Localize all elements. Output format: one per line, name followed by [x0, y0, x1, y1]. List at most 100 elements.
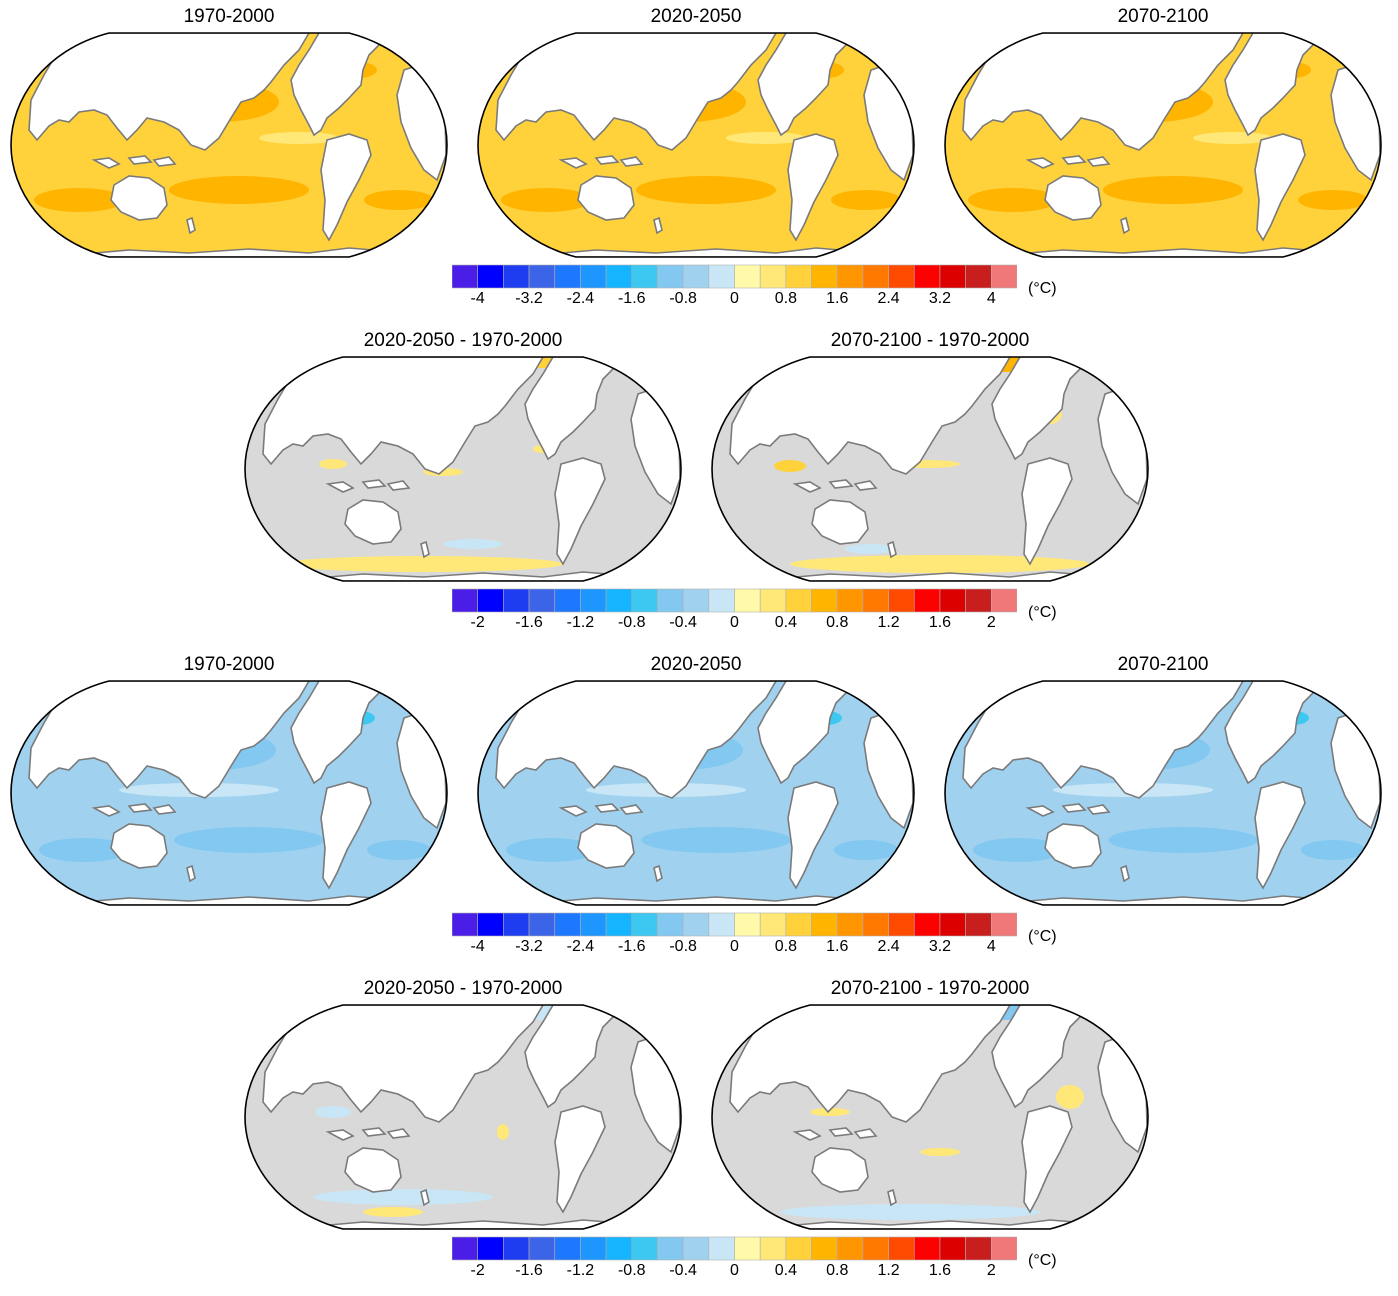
colorbar-swatch: [657, 264, 684, 289]
colorbar-tick-label: -0.4: [669, 614, 697, 631]
colorbar-swatch: [554, 912, 581, 937]
colorbar-swatch: [759, 1236, 787, 1261]
map-border: [944, 32, 1382, 258]
anomaly-patch: [810, 1108, 850, 1116]
colorbar-swatch: [452, 588, 478, 613]
land-mass: [325, 481, 355, 493]
map-border: [477, 680, 915, 906]
colorbar-swatch: [605, 1236, 633, 1261]
colorbar-swatch: [528, 264, 556, 289]
colorbar-swatch: [759, 588, 787, 613]
map-panel: 1970-2000: [9, 6, 449, 258]
colorbar-swatch: [785, 588, 812, 613]
warm-anomaly-region: [501, 188, 591, 212]
colorbar-swatch: [965, 1236, 992, 1261]
land-mass: [828, 1127, 854, 1137]
land-mass: [1120, 216, 1130, 235]
land-mass: [495, 33, 778, 151]
colorbar-swatch: [785, 264, 812, 289]
land-mass: [262, 357, 545, 475]
colorbar-swatch: [888, 912, 915, 937]
warm-anomaly-region: [1298, 190, 1368, 210]
panel-title: 2020-2050 - 1970-2000: [363, 978, 563, 999]
land-mass: [787, 133, 839, 242]
colorbar-swatch: [811, 264, 838, 289]
cool-anomaly-region: [174, 827, 324, 853]
map-panel: 2020-2050 - 1970-2000: [243, 978, 683, 1230]
colorbar-tick-label: -0.8: [617, 1262, 646, 1279]
land-mass: [290, 33, 382, 137]
land-mass: [962, 681, 1245, 799]
colorbar-swatch: [913, 264, 941, 289]
colorbar-swatch: [785, 912, 812, 937]
map-border: [244, 1004, 682, 1230]
colorbar-swatch: [836, 1236, 864, 1261]
colorbar-swatch: [862, 1236, 889, 1261]
land-mass: [558, 157, 588, 169]
colorbar-tick-label: -1.2: [566, 1262, 595, 1279]
land-mass: [1025, 805, 1055, 817]
map-border: [10, 680, 448, 906]
colorbar-tick-label: -1.6: [617, 290, 646, 307]
colorbar-swatch: [991, 912, 1017, 937]
colorbar-swatch: [452, 264, 478, 289]
map-border: [477, 32, 915, 258]
colorbar-tick-label: 1.6: [826, 290, 849, 307]
colorbar-swatch: [862, 264, 889, 289]
colorbar-tick-label: -0.8: [617, 614, 646, 631]
colorbar-swatches: [452, 264, 1017, 289]
land-mass: [344, 499, 402, 545]
colorbar-tick-label: -2.4: [566, 290, 595, 307]
colorbar-swatch: [503, 1236, 530, 1261]
panel-title: 2070-2100: [1117, 654, 1209, 675]
colorbar: -2 -1.6 -1.2 -0.8 -0.4 0 0.4 0.8 1.2 1.6 2 (°C): [452, 588, 1057, 648]
colorbar-swatch: [836, 264, 864, 289]
land-mass: [290, 681, 382, 785]
land-mass: [1086, 156, 1111, 167]
cool-anomaly-region: [506, 838, 596, 862]
warm-anomaly-region: [34, 188, 124, 212]
colorbar-swatch: [965, 264, 992, 289]
colorbar-tick-label: 1.2: [877, 614, 900, 631]
panel-title: 2020-2050: [650, 6, 742, 27]
southern-anomaly-region: [780, 1204, 1040, 1220]
land-mass: [152, 156, 177, 167]
colorbar-swatch: [657, 588, 684, 613]
land-mass: [262, 1005, 545, 1123]
colorbar-swatch: [657, 1236, 684, 1261]
anomaly-patch: [319, 459, 347, 469]
colorbar-swatches: [452, 912, 1017, 937]
colorbar-swatch: [682, 588, 710, 613]
colorbar-swatch: [528, 912, 556, 937]
land-mass: [320, 133, 372, 242]
colorbar-unit-label: (°C): [1028, 280, 1057, 297]
cool-anomaly-region: [39, 838, 129, 862]
colorbar-swatch: [734, 912, 761, 937]
warm-anomaly-region: [364, 190, 434, 210]
anomaly-patch: [443, 539, 503, 549]
colorbar-swatch: [913, 1236, 941, 1261]
colorbar-tick-label: -3.2: [515, 290, 543, 307]
land-mass: [619, 156, 644, 167]
colorbar-swatch: [528, 1236, 556, 1261]
map-border: [711, 1004, 1149, 1230]
land-mass: [495, 681, 778, 799]
colorbar-tick-label: -2: [470, 1262, 485, 1279]
colorbar-swatch: [836, 912, 864, 937]
colorbar: -2 -1.6 -1.2 -0.8 -0.4 0 0.4 0.8 1.2 1.6 2 (°C): [452, 1236, 1057, 1296]
cool-anomaly-region: [367, 840, 431, 860]
colorbar-swatch: [965, 588, 992, 613]
cool-anomaly-region: [1108, 827, 1258, 853]
colorbar-swatch: [631, 588, 658, 613]
world-map: [477, 32, 915, 258]
colorbar-swatch: [785, 1236, 812, 1261]
colorbar-tick-label: 2.4: [877, 938, 900, 955]
colorbar-swatch: [939, 912, 966, 937]
colorbar-swatch: [708, 1236, 735, 1261]
land-mass: [186, 864, 196, 883]
land-mass: [28, 33, 311, 151]
colorbar-swatch: [939, 588, 966, 613]
map-panel: 2070-2100 - 1970-2000: [710, 978, 1150, 1230]
panel-title: 1970-2000: [183, 6, 275, 27]
land-mass: [361, 1127, 387, 1137]
